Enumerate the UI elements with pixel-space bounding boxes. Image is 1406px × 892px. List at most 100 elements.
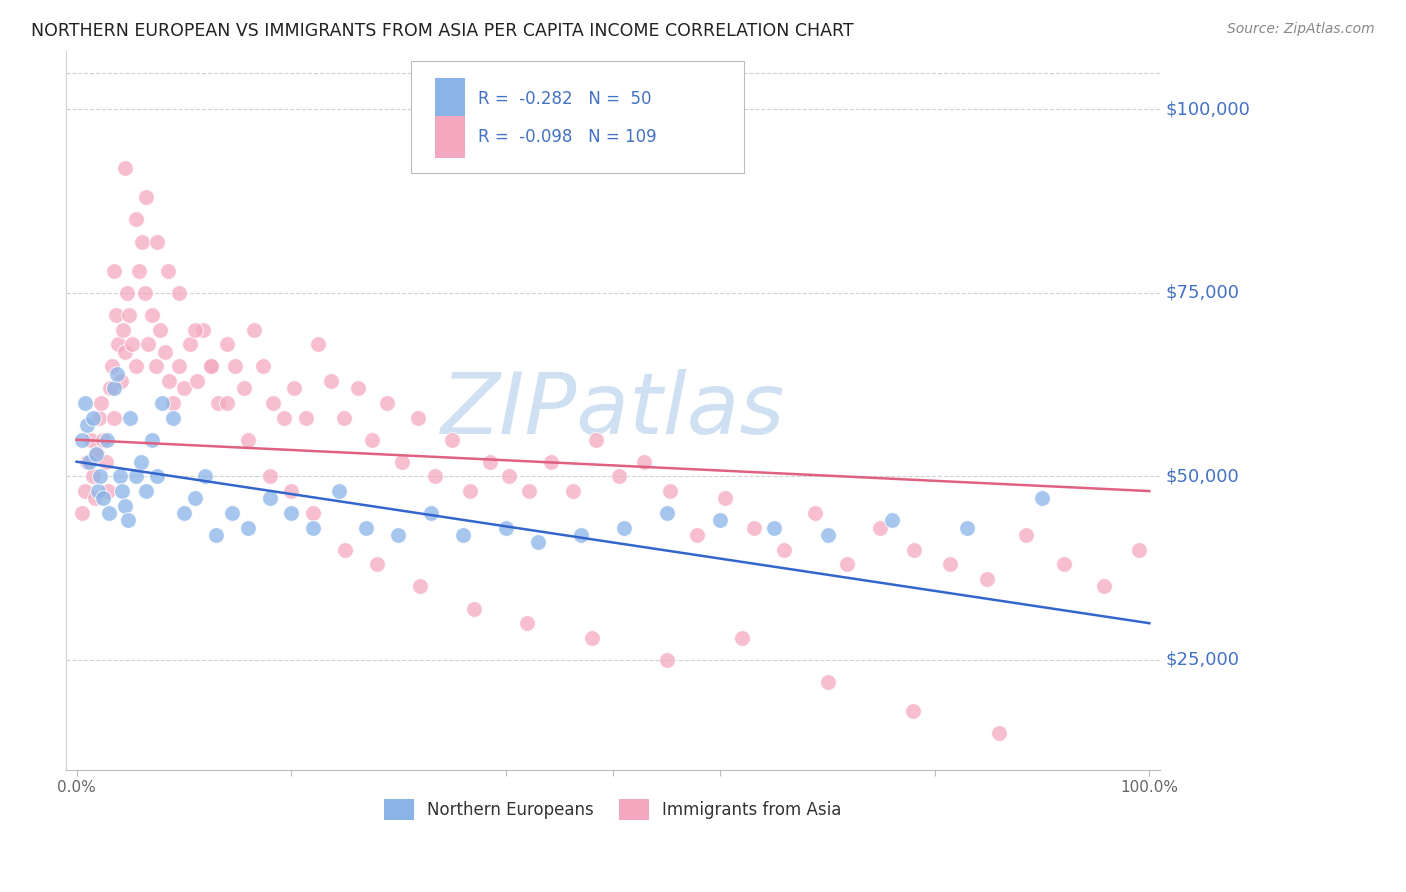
Point [939, 558, 962, 572]
Point [156, 264, 179, 278]
Point [224, 359, 246, 374]
Point [262, 396, 284, 410]
Point [70, 506, 93, 520]
Point [117, 513, 139, 527]
Point [114, 344, 136, 359]
Point [803, 506, 825, 520]
Point [307, 337, 329, 351]
Point [86, 447, 108, 461]
Point [103, 410, 125, 425]
Point [273, 410, 295, 425]
Point [75, 484, 97, 499]
Point [581, 631, 603, 645]
Point [585, 433, 607, 447]
Point [569, 528, 592, 542]
Point [478, 455, 501, 469]
Point [183, 491, 205, 506]
Point [956, 521, 979, 535]
Point [835, 558, 858, 572]
Point [146, 469, 169, 483]
Text: NORTHERN EUROPEAN VS IMMIGRANTS FROM ASIA PER CAPITA INCOME CORRELATION CHART: NORTHERN EUROPEAN VS IMMIGRANTS FROM ASI… [31, 22, 853, 40]
Point [75, 396, 97, 410]
Point [988, 726, 1011, 740]
Point [238, 521, 260, 535]
Point [82, 469, 104, 483]
Point [295, 410, 318, 425]
Point [96, 433, 118, 447]
Point [1015, 528, 1038, 542]
Point [463, 601, 485, 615]
Point [89, 410, 111, 425]
Point [346, 381, 368, 395]
Point [280, 484, 302, 499]
Point [540, 455, 562, 469]
FancyBboxPatch shape [434, 78, 465, 120]
Point [97, 506, 120, 520]
Point [221, 506, 243, 520]
Point [319, 374, 342, 388]
Point [111, 484, 134, 499]
Point [167, 359, 190, 374]
Point [495, 521, 517, 535]
Point [406, 410, 429, 425]
Point [633, 455, 655, 469]
Point [114, 161, 136, 175]
Point [387, 528, 409, 542]
Point [762, 521, 785, 535]
Point [194, 469, 217, 483]
FancyBboxPatch shape [411, 62, 744, 173]
Point [333, 542, 356, 557]
Point [76, 455, 98, 469]
Text: $25,000: $25,000 [1166, 651, 1240, 669]
Point [731, 631, 754, 645]
Point [105, 367, 128, 381]
FancyBboxPatch shape [434, 116, 465, 158]
Text: $75,000: $75,000 [1166, 284, 1240, 301]
Point [817, 528, 839, 542]
Point [179, 337, 201, 351]
Point [162, 410, 184, 425]
Point [238, 433, 260, 447]
Point [101, 359, 124, 374]
Point [90, 396, 112, 410]
Point [658, 484, 681, 499]
Point [332, 410, 354, 425]
Point [115, 285, 138, 300]
Point [259, 469, 281, 483]
Point [441, 433, 464, 447]
Point [97, 484, 120, 499]
Point [903, 542, 925, 557]
Point [280, 506, 302, 520]
Point [79, 455, 101, 469]
Point [527, 535, 550, 549]
Point [391, 455, 413, 469]
Point [252, 359, 274, 374]
Point [423, 469, 446, 483]
Point [301, 506, 323, 520]
Point [118, 308, 141, 322]
Text: $100,000: $100,000 [1166, 101, 1250, 119]
Point [135, 484, 157, 499]
Point [742, 521, 765, 535]
Point [613, 521, 636, 535]
Point [328, 484, 350, 499]
Point [79, 433, 101, 447]
Point [880, 513, 903, 527]
Point [103, 381, 125, 395]
Point [1092, 580, 1115, 594]
Point [89, 469, 111, 483]
Point [817, 674, 839, 689]
Text: R =  -0.098   N = 109: R = -0.098 N = 109 [478, 128, 657, 146]
Point [131, 235, 153, 249]
Point [138, 337, 160, 351]
Point [93, 433, 115, 447]
Point [70, 433, 93, 447]
Point [134, 285, 156, 300]
Point [153, 344, 176, 359]
Point [87, 484, 110, 499]
Point [205, 528, 228, 542]
Point [207, 396, 229, 410]
Point [124, 359, 146, 374]
Text: Source: ZipAtlas.com: Source: ZipAtlas.com [1227, 22, 1375, 37]
Text: R =  -0.282   N =  50: R = -0.282 N = 50 [478, 90, 652, 108]
